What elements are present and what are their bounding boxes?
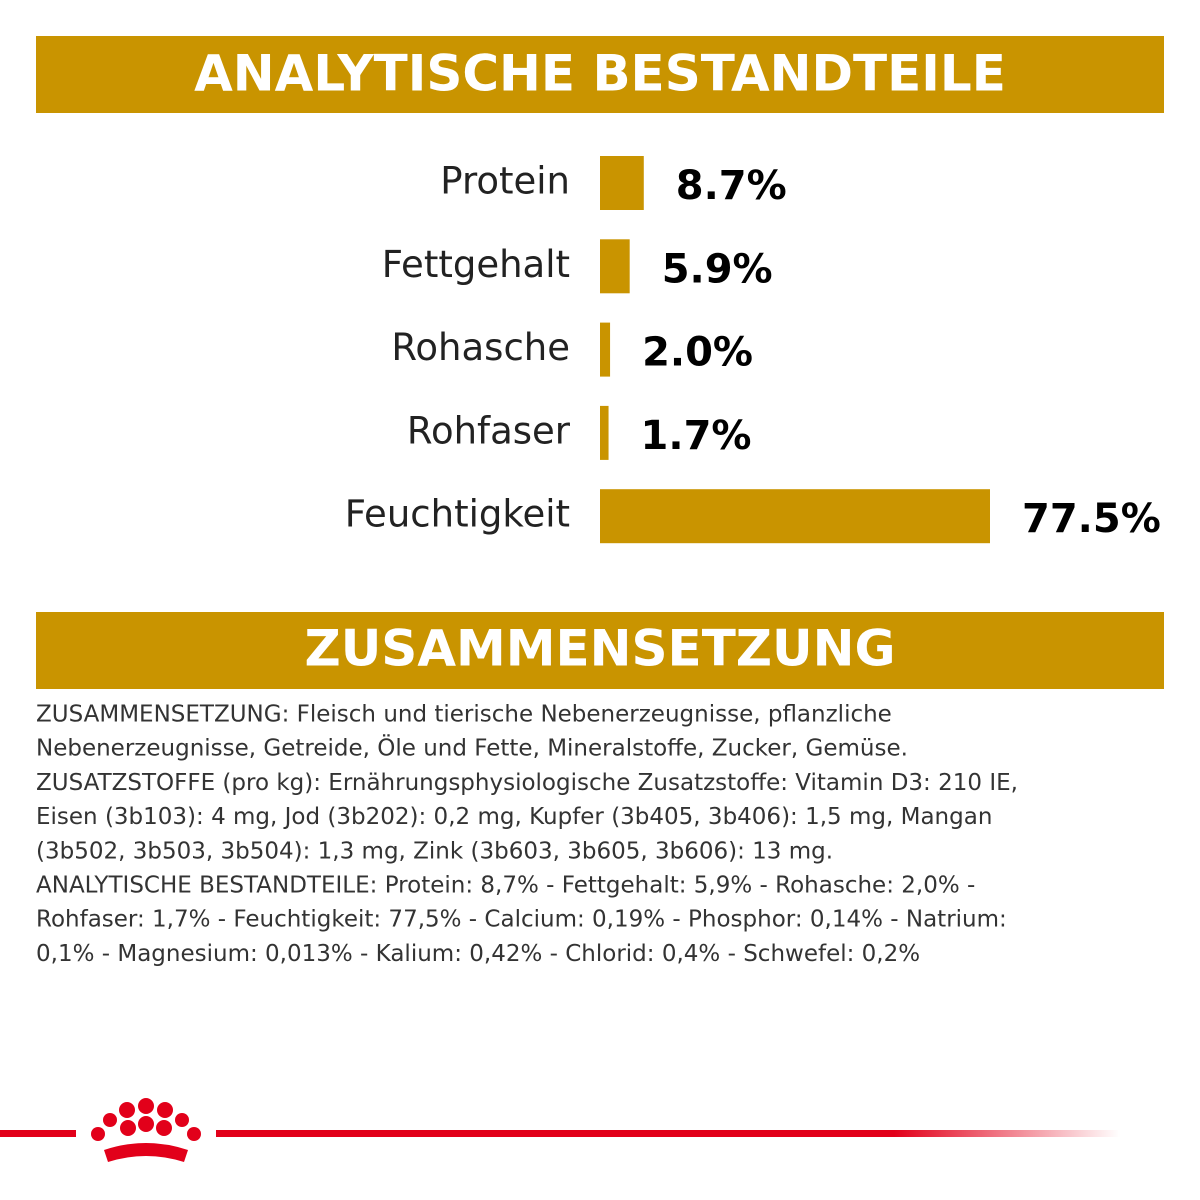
category-label: Protein (440, 160, 570, 203)
composition-line: (3b502, 3b503, 3b504): 1,3 mg, Zink (3b6… (36, 838, 833, 864)
value-label: 2.0% (642, 330, 753, 376)
composition-line: ZUSAMMENSETZUNG: Fleisch und tierische N… (36, 702, 892, 728)
composition-line: Nebenerzeugnisse, Getreide, Öle und Fett… (36, 734, 908, 762)
value-label: 5.9% (662, 246, 773, 292)
bar (600, 405, 609, 460)
composition-line: Eisen (3b103): 4 mg, Jod (3b202): 0,2 mg… (36, 804, 992, 830)
brand-logo (0, 1098, 1120, 1162)
section-title: ZUSAMMENSETZUNG (304, 620, 895, 678)
value-label: 8.7% (676, 163, 787, 209)
composition-line: ANALYTISCHE BESTANDTEILE: Protein: 8,7% … (36, 873, 975, 899)
header-band (36, 612, 1164, 689)
bar (600, 322, 611, 377)
value-label: 77.5% (1022, 496, 1161, 542)
category-label: Fettgehalt (382, 243, 570, 286)
category-label: Rohasche (391, 326, 570, 369)
value-label: 1.7% (641, 413, 752, 459)
category-label: Rohfaser (407, 409, 571, 452)
bar (600, 489, 990, 544)
category-label: Feuchtigkeit (345, 493, 570, 536)
composition-line: 0,1% - Magnesium: 0,013% - Kalium: 0,42%… (36, 941, 920, 967)
bar (600, 156, 644, 210)
header-band (36, 36, 1164, 113)
composition-line: ZUSATZSTOFFE (pro kg): Ernährungsphysiol… (36, 770, 1018, 796)
bar (600, 239, 630, 294)
composition-line: Rohfaser: 1,7% - Feuchtigkeit: 77,5% - C… (36, 907, 1007, 933)
chart-title: ANALYTISCHE BESTANDTEILE (194, 45, 1006, 103)
